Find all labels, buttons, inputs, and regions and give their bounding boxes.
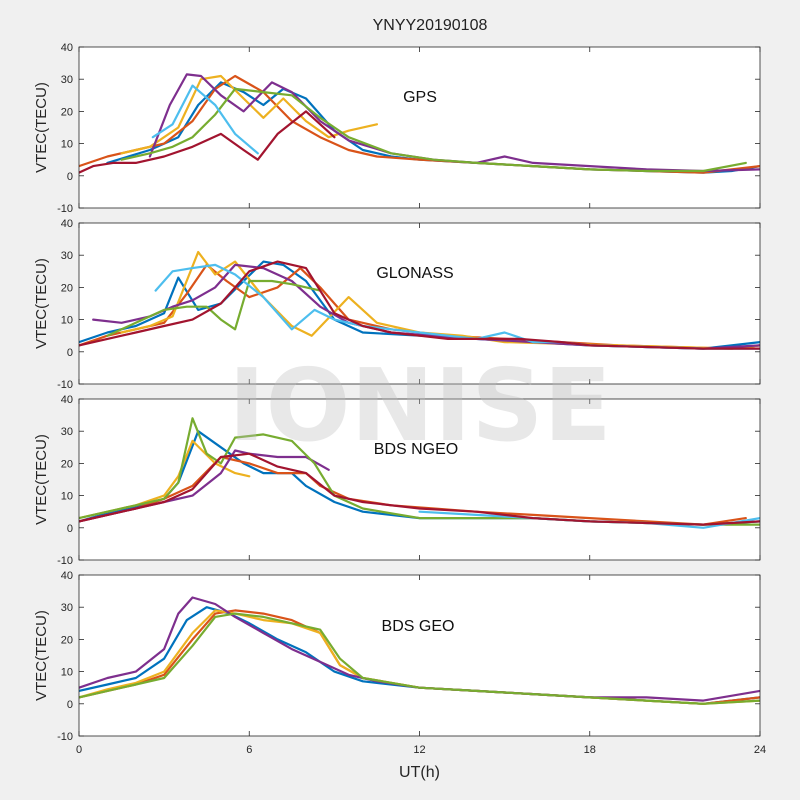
y-axis-label: VTEC(TECU) [33,82,50,173]
series-group [79,417,760,529]
x-tick-label: 6 [246,744,252,756]
series-group [79,596,760,705]
series-group [79,250,760,350]
x-tick-label: 24 [754,744,766,756]
figure-title: YNYY20190108 [373,17,488,34]
y-tick-label: 20 [61,282,73,294]
y-tick-label: 10 [61,491,73,503]
y-tick-label: 20 [61,634,73,646]
y-tick-label: 10 [61,667,73,679]
y-tick-label: 30 [61,602,73,614]
plot-area [79,399,760,560]
y-tick-label: -10 [57,731,73,743]
series-line-4 [79,612,760,705]
y-tick-label: 40 [61,218,73,230]
panel-2: -10 0 10 20 30 40 VTEC(TECU) BDS NGEO [33,394,761,567]
y-tick-label: 0 [67,699,73,711]
y-tick-label: 0 [67,347,73,359]
x-tick-label: 12 [413,744,425,756]
plot-area [79,223,760,384]
y-axis-label: VTEC(TECU) [33,610,50,701]
y-tick-label: 40 [61,42,73,54]
y-tick-label: 20 [61,458,73,470]
plot-area [79,47,760,208]
y-tick-label: 0 [67,523,73,535]
y-axis-label: VTEC(TECU) [33,434,50,525]
y-tick-label: 30 [61,250,73,262]
panel-1: -10 0 10 20 30 40 VTEC(TECU) GLONASS [33,218,761,391]
panel-label: BDS NGEO [374,441,458,458]
y-tick-label: 20 [61,106,73,118]
series-group [79,73,760,174]
y-tick-label: 40 [61,570,73,582]
series-line-4 [106,279,322,337]
y-tick-label: -10 [57,203,73,215]
y-tick-label: 10 [61,315,73,327]
y-axis-label: VTEC(TECU) [33,258,50,349]
series-line-6 [79,110,336,174]
x-axis-label: UT(h) [399,764,440,781]
y-tick-label: 30 [61,426,73,438]
series-line-6 [79,260,760,350]
y-tick-label: 30 [61,74,73,86]
x-tick-label: 18 [584,744,596,756]
watermark: IONISE [228,347,611,464]
plot-area [79,575,760,736]
y-tick-label: 40 [61,394,73,406]
y-tick-label: 10 [61,139,73,151]
series-line-3 [148,73,760,173]
series-line-5 [151,84,259,155]
y-tick-label: -10 [57,555,73,567]
series-line-4 [120,87,747,173]
series-line-6 [79,452,760,526]
y-tick-label: 0 [67,171,73,183]
panel-label: BDS GEO [382,618,455,635]
panel-label: GLONASS [376,265,453,282]
panel-0: -10 0 10 20 30 40 VTEC(TECU) GPS [33,42,761,215]
y-tick-label: -10 [57,379,73,391]
panel-label: GPS [403,89,437,106]
x-tick-label: 0 [76,744,82,756]
